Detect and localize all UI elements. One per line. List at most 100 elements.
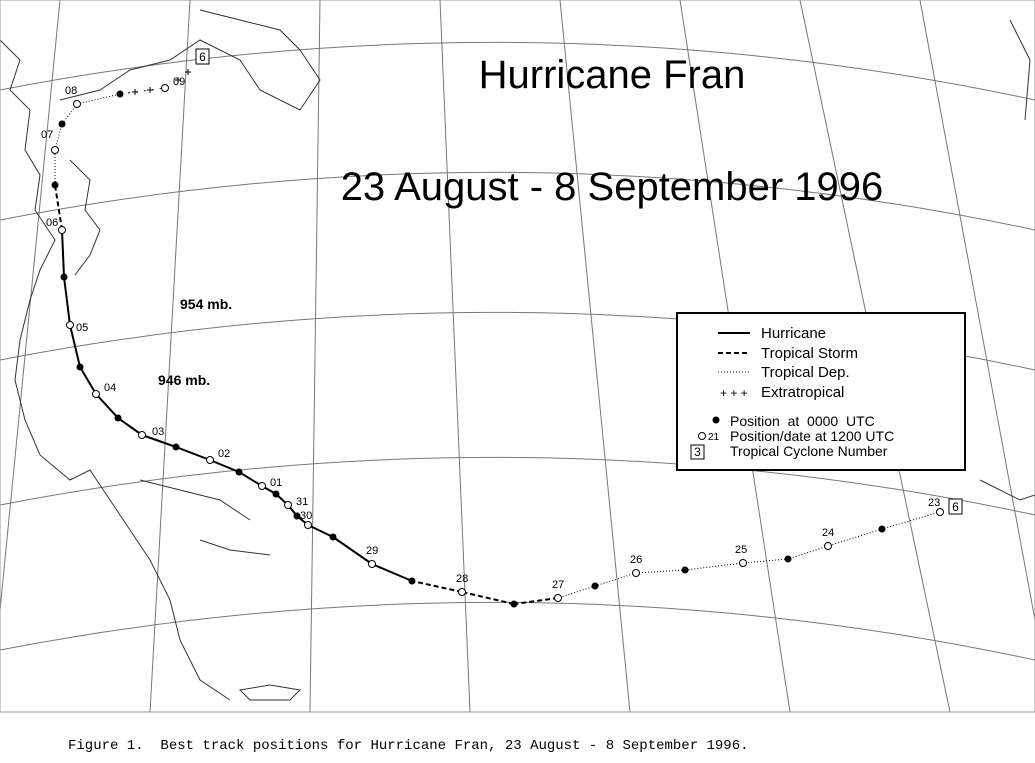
legend-label: Extratropical — [761, 384, 844, 401]
date-label: 29 — [366, 545, 378, 557]
position-1200 — [206, 456, 214, 464]
position-1200 — [258, 482, 266, 490]
legend-open-circle — [698, 432, 706, 440]
track-segment — [54, 123, 63, 151]
date-label: 09 — [173, 76, 185, 88]
coastline — [979, 19, 1035, 501]
date-label: 06 — [46, 217, 58, 229]
track-segment — [684, 562, 744, 571]
legend: + + + Hurricane Tropical Storm Tropical … — [676, 312, 966, 471]
coastline — [69, 159, 101, 276]
track-segment — [787, 545, 829, 560]
meridian — [309, 0, 321, 713]
map-subtitle: 23 August - 8 September 1996 — [341, 165, 884, 209]
cyclone-number: 6 — [199, 50, 206, 64]
track-segment — [61, 229, 65, 278]
meridian — [439, 0, 471, 713]
position-0000 — [329, 533, 337, 541]
date-label: 27 — [552, 579, 564, 591]
track-segment — [175, 446, 211, 461]
date-label: 08 — [65, 85, 77, 97]
position-0000 — [116, 90, 124, 98]
position-0000 — [51, 181, 59, 189]
track-segment — [411, 580, 463, 593]
position-1200 — [739, 559, 747, 567]
position-0000 — [510, 600, 518, 608]
map-frame — [0, 0, 1035, 713]
track-segment — [827, 528, 883, 547]
extratropical-mark — [132, 89, 138, 95]
date-label: 26 — [630, 554, 642, 566]
map-title: Hurricane Fran — [479, 53, 746, 97]
meridian — [0, 0, 61, 616]
legend-symbol: + + + — [720, 386, 748, 400]
date-label: 05 — [76, 322, 88, 334]
track-segment — [332, 536, 373, 565]
date-label: 01 — [270, 477, 282, 489]
extratropical-mark — [185, 69, 191, 75]
position-0000 — [784, 555, 792, 563]
date-label: 24 — [822, 527, 834, 539]
cyclone-number: 6 — [952, 500, 959, 514]
track-segment — [79, 366, 97, 395]
track-segment — [69, 324, 81, 368]
date-label: 25 — [735, 544, 747, 556]
position-0000 — [114, 414, 122, 422]
cyclone-number-box: 6 6 — [195, 48, 963, 515]
legend-label: Position/date at 1200 UTC — [730, 428, 894, 444]
track-segment — [95, 393, 119, 419]
position-1200 — [824, 542, 832, 550]
track-segment — [594, 572, 637, 587]
position-0000 — [878, 525, 886, 533]
position-1200 — [554, 594, 562, 602]
meridian — [149, 0, 191, 713]
date-label: 23 — [928, 497, 940, 509]
position-1200 — [138, 431, 146, 439]
legend-dot — [712, 416, 720, 424]
track-segment — [881, 511, 941, 530]
coastline — [59, 9, 321, 111]
track-segment — [141, 434, 177, 448]
position-0000 — [591, 582, 599, 590]
track-segment — [635, 569, 686, 574]
position-1200 — [304, 521, 312, 529]
track-segment — [63, 276, 71, 326]
position-1200 — [66, 321, 74, 329]
legend-label: Hurricane — [761, 325, 826, 342]
position-0000 — [58, 120, 66, 128]
position-0000 — [681, 566, 689, 574]
track-segment — [238, 471, 263, 487]
position-1200 — [458, 588, 466, 596]
track-segment — [307, 524, 334, 538]
date-label: 04 — [104, 382, 116, 394]
date-label: 28 — [456, 573, 468, 585]
position-0000 — [60, 273, 68, 281]
number-box — [195, 48, 210, 65]
date-label: 02 — [218, 448, 230, 460]
coastline — [0, 39, 231, 701]
position-0000 — [293, 512, 301, 520]
position-1200 — [58, 226, 66, 234]
extratropical-mark — [147, 87, 153, 93]
position-1200 — [161, 84, 169, 92]
track-segment — [371, 563, 413, 582]
position-1200 — [92, 390, 100, 398]
coastline — [139, 479, 302, 701]
position-1200 — [936, 508, 944, 516]
track-segment — [76, 93, 121, 105]
parallel — [0, 601, 1035, 661]
meridian — [919, 0, 1035, 621]
legend-box — [676, 312, 966, 471]
track-segment — [61, 103, 78, 125]
figure-caption: Figure 1. Best track positions for Hurri… — [68, 738, 749, 754]
position-0000 — [272, 490, 280, 498]
legend-label: Tropical Storm — [761, 345, 858, 362]
number-box — [948, 498, 963, 515]
parallel — [0, 41, 1035, 101]
legend-symbol: 21 — [708, 432, 720, 443]
position-0000 — [408, 577, 416, 585]
position-1200 — [51, 146, 59, 154]
date-label: 31 — [296, 496, 308, 508]
position-1200 — [284, 501, 292, 509]
